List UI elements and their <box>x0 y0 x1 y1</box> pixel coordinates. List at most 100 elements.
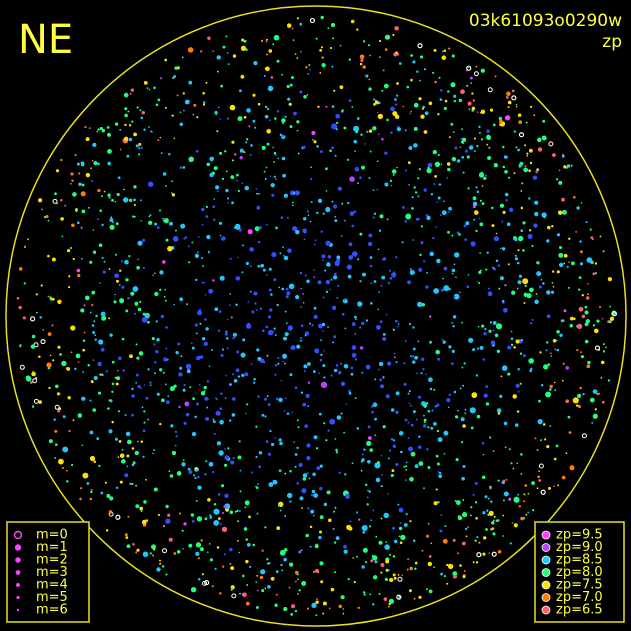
star <box>351 322 356 326</box>
star <box>158 514 160 516</box>
star <box>77 361 80 363</box>
star <box>129 92 132 95</box>
star <box>461 366 464 369</box>
star <box>344 473 347 476</box>
star <box>515 146 518 149</box>
star <box>160 77 162 80</box>
star <box>153 449 156 451</box>
star <box>462 512 468 518</box>
star <box>351 106 354 108</box>
star <box>348 242 353 247</box>
star <box>320 46 324 49</box>
star <box>159 270 164 275</box>
star <box>448 206 452 211</box>
star <box>159 368 163 372</box>
star <box>209 558 213 562</box>
star <box>256 192 258 195</box>
star <box>333 204 338 209</box>
star <box>348 392 352 395</box>
star <box>137 240 143 246</box>
star <box>431 409 434 412</box>
star <box>475 229 478 233</box>
star <box>427 409 431 413</box>
star <box>108 510 113 514</box>
star <box>121 337 125 341</box>
star <box>473 137 476 140</box>
star <box>481 202 485 205</box>
star <box>209 156 214 162</box>
star <box>147 368 150 371</box>
star <box>47 366 51 370</box>
star <box>513 496 520 503</box>
star <box>162 548 167 554</box>
star <box>213 420 216 424</box>
star <box>496 323 502 330</box>
star <box>611 311 617 317</box>
star <box>317 280 322 285</box>
star <box>331 65 334 68</box>
star <box>23 245 27 248</box>
star <box>243 527 248 531</box>
star <box>452 325 455 328</box>
star <box>97 162 100 166</box>
star <box>269 119 271 121</box>
star <box>142 238 146 242</box>
star <box>402 105 405 108</box>
star <box>247 543 251 547</box>
star <box>304 424 308 428</box>
star <box>382 425 386 429</box>
star <box>436 403 440 407</box>
star <box>125 536 129 539</box>
star <box>324 269 327 272</box>
star <box>258 240 261 244</box>
star <box>159 422 162 426</box>
star <box>143 81 148 85</box>
star <box>145 478 147 481</box>
star <box>523 167 529 173</box>
star <box>232 54 237 58</box>
star <box>493 123 496 127</box>
star <box>31 405 35 408</box>
star <box>38 400 42 404</box>
star <box>409 520 412 523</box>
star <box>115 437 118 441</box>
star <box>272 480 278 485</box>
star <box>587 360 591 365</box>
star <box>332 305 337 310</box>
star <box>515 103 518 106</box>
star <box>411 355 414 358</box>
star <box>140 440 143 443</box>
star <box>82 371 84 373</box>
star <box>493 515 496 518</box>
star <box>453 293 460 300</box>
star <box>140 387 143 390</box>
star <box>425 214 428 217</box>
star <box>385 568 389 572</box>
star <box>119 269 122 272</box>
star <box>537 419 543 425</box>
star <box>502 479 506 483</box>
star <box>319 72 322 74</box>
star <box>194 253 199 258</box>
star <box>118 356 122 361</box>
star <box>101 223 104 226</box>
star <box>471 106 476 111</box>
star <box>370 519 372 521</box>
star <box>206 162 210 167</box>
star <box>452 538 456 542</box>
star <box>179 166 183 169</box>
star <box>188 47 194 53</box>
star <box>406 85 410 89</box>
star <box>524 165 527 168</box>
star <box>476 190 480 193</box>
star <box>412 60 416 64</box>
star <box>523 500 526 503</box>
star <box>438 183 442 186</box>
star <box>179 122 183 127</box>
star <box>299 90 303 94</box>
star <box>283 607 288 611</box>
star <box>134 301 139 306</box>
star <box>219 592 222 595</box>
star <box>538 479 542 482</box>
star <box>179 512 182 515</box>
